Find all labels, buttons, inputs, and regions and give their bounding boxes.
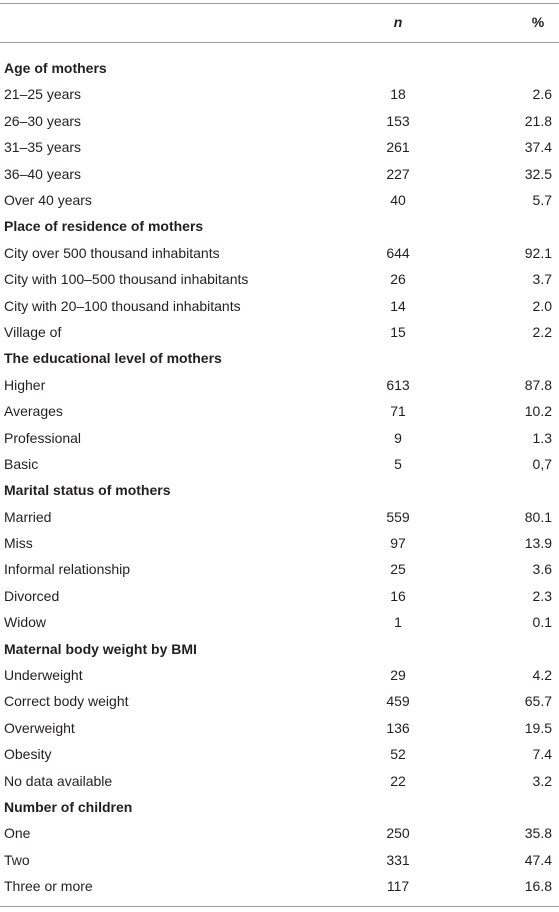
percent-value: 16.8 — [524, 878, 552, 895]
row-label: Two — [4, 851, 30, 868]
percent-value: 32.5 — [524, 165, 552, 182]
header-percent: % — [531, 14, 545, 30]
percent-value: 0,7 — [532, 455, 552, 472]
n-value: 1 — [394, 614, 402, 631]
row-label: Higher — [4, 376, 46, 393]
row-label: Over 40 years — [4, 191, 92, 208]
percent-value: 2.2 — [532, 323, 552, 340]
row-label: 36–40 years — [4, 165, 82, 182]
row-label: 26–30 years — [4, 112, 82, 129]
row-label: City with 100–500 thousand inhabitants — [4, 271, 249, 288]
bottom-rule — [0, 906, 559, 907]
percent-value: 2.3 — [532, 587, 552, 604]
row-label: Professional — [4, 429, 82, 446]
percent-value: 35.8 — [524, 825, 552, 842]
percent-value: 21.8 — [524, 112, 552, 129]
n-value: 16 — [390, 587, 406, 604]
n-value: 331 — [386, 851, 410, 868]
percent-value: 0.1 — [532, 614, 552, 631]
section-title: The educational level of mothers — [4, 350, 222, 367]
n-value: 22 — [390, 772, 406, 789]
n-value: 459 — [386, 693, 410, 710]
section-title: Number of children — [4, 798, 133, 815]
percent-value: 3.7 — [532, 271, 552, 288]
n-value: 613 — [386, 376, 410, 393]
row-label: Obesity — [4, 746, 52, 763]
n-value: 117 — [386, 878, 410, 895]
percent-value: 2.0 — [532, 297, 552, 314]
row-label: Underweight — [4, 667, 83, 683]
percent-value: 3.6 — [532, 561, 552, 578]
percent-value: 37.4 — [524, 139, 552, 156]
section-title: Age of mothers — [4, 60, 107, 76]
percent-value: 10.2 — [524, 403, 552, 420]
n-value: 5 — [394, 455, 402, 472]
row-label: 31–35 years — [4, 139, 82, 156]
percent-value: 5.7 — [532, 191, 552, 208]
row-label: Basic — [4, 455, 39, 472]
percent-value: 13.9 — [524, 535, 552, 551]
section-title: Place of residence of mothers — [4, 218, 204, 235]
n-value: 227 — [386, 165, 410, 182]
n-value: 18 — [390, 86, 406, 103]
percent-value: 3.2 — [532, 772, 552, 789]
row-label: Divorced — [4, 587, 60, 604]
header-rule — [0, 42, 559, 43]
row-label: Overweight — [4, 719, 75, 736]
percent-value: 47.4 — [524, 851, 552, 868]
section-title: Maternal body weight by BMI — [4, 640, 197, 657]
n-value: 25 — [390, 561, 406, 578]
n-value: 40 — [390, 191, 406, 208]
n-value: 250 — [386, 825, 410, 842]
n-value: 26 — [390, 271, 406, 288]
row-label: One — [4, 825, 31, 842]
percent-value: 4.2 — [532, 667, 552, 683]
n-value: 52 — [390, 746, 406, 763]
n-value: 97 — [390, 535, 406, 551]
n-value: 261 — [386, 139, 410, 156]
n-value: 71 — [390, 403, 406, 420]
percent-value: 2.6 — [532, 86, 552, 103]
percent-value: 65.7 — [524, 693, 552, 710]
section-title: Marital status of mothers — [4, 482, 171, 499]
row-label: Village of — [4, 323, 62, 340]
n-value: 9 — [394, 429, 402, 446]
percent-value: 80.1 — [524, 508, 552, 525]
n-value: 644 — [386, 244, 410, 261]
row-label: City with 20–100 thousand inhabitants — [4, 297, 241, 314]
row-label: No data available — [4, 772, 113, 789]
n-value: 559 — [386, 508, 410, 525]
row-label: City over 500 thousand inhabitants — [4, 244, 220, 261]
row-label: Correct body weight — [4, 693, 129, 710]
row-label: Miss — [4, 535, 33, 551]
percent-value: 1.3 — [532, 429, 552, 446]
row-label: Widow — [4, 614, 47, 631]
n-value: 14 — [390, 297, 406, 314]
header-n: n — [393, 14, 403, 30]
percent-value: 7.4 — [532, 746, 552, 763]
n-value: 15 — [390, 323, 406, 340]
percent-value: 92.1 — [524, 244, 552, 261]
percent-value: 19.5 — [524, 719, 552, 736]
n-value: 136 — [386, 719, 410, 736]
row-label: Three or more — [4, 878, 93, 895]
row-label: Married — [4, 508, 52, 525]
row-label: Averages — [4, 403, 63, 420]
top-rule — [0, 3, 559, 4]
n-value: 29 — [390, 667, 406, 683]
n-value: 153 — [386, 112, 410, 129]
row-label: 21–25 years — [4, 86, 82, 103]
percent-value: 87.8 — [524, 376, 552, 393]
row-label: Informal relationship — [4, 561, 131, 578]
